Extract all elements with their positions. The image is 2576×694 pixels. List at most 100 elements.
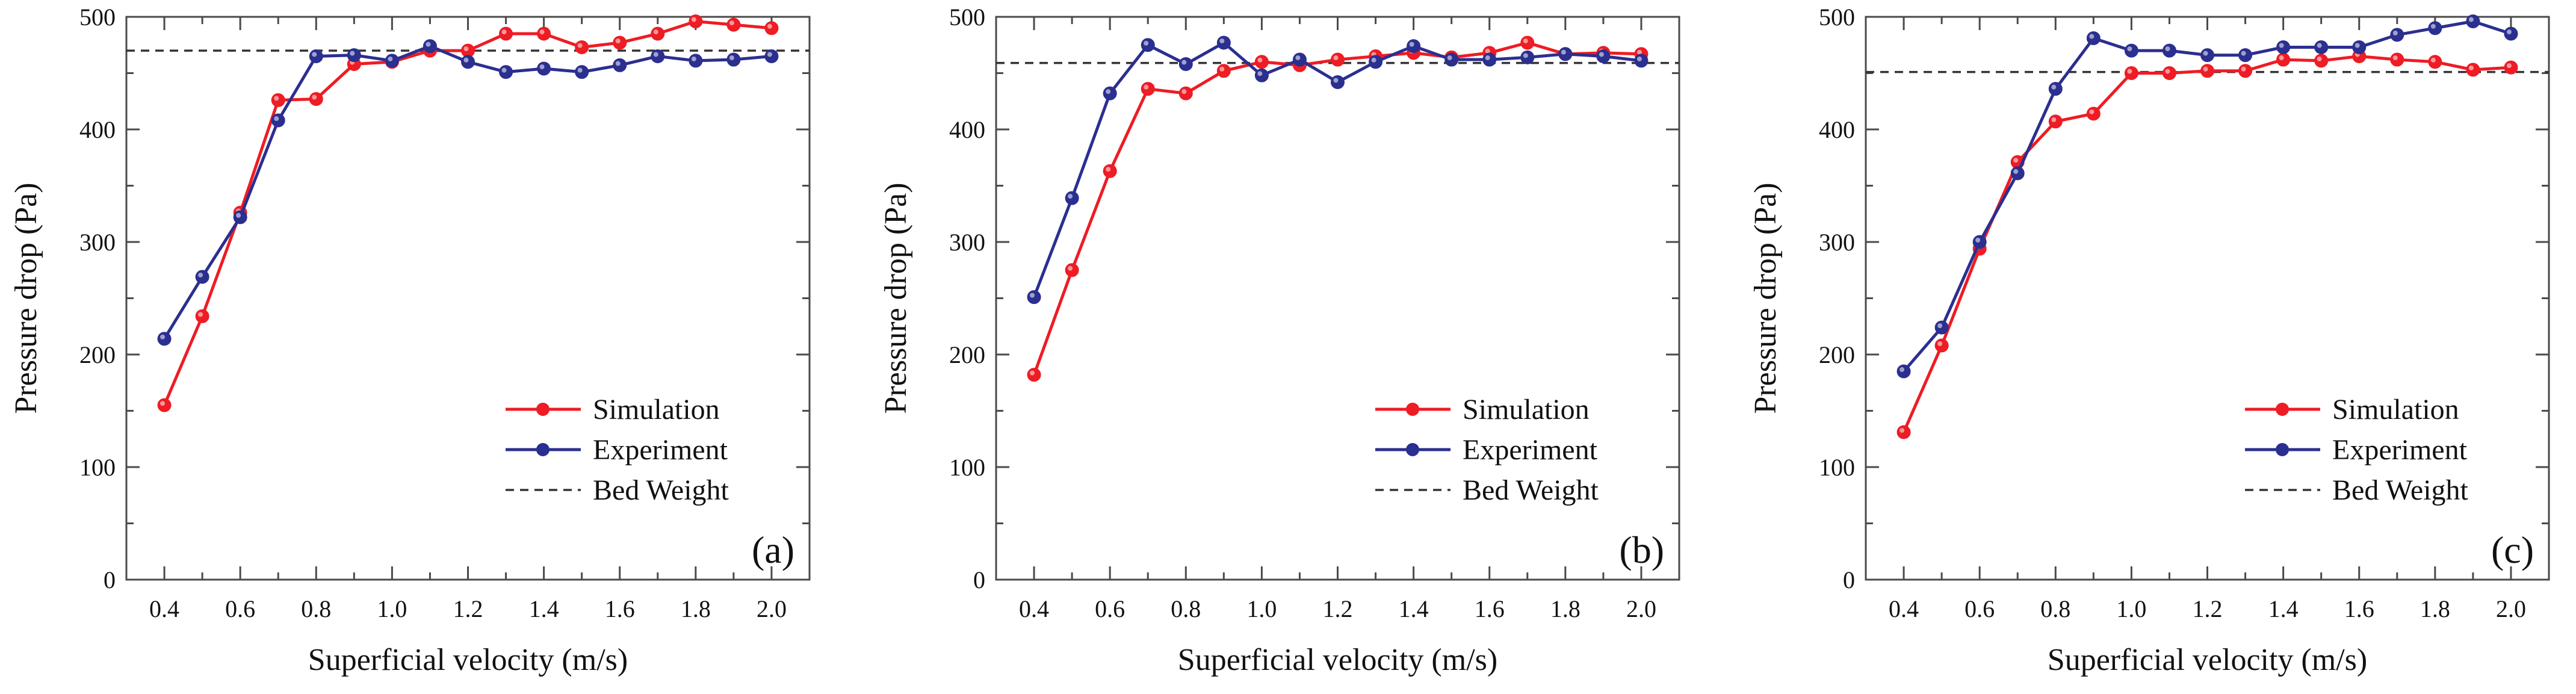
x-tick-label: 1.4 <box>1399 595 1429 622</box>
simulation-point <box>195 309 209 323</box>
simulation-point <box>2504 60 2518 75</box>
experiment-point-highlight <box>729 55 734 61</box>
panel-label: (b) <box>1619 528 1664 571</box>
simulation-point-highlight <box>2506 63 2512 69</box>
legend-label: Simulation <box>593 394 720 426</box>
experiment-point <box>1596 49 1611 63</box>
experiment-point-highlight <box>1599 52 1604 57</box>
experiment-point-highlight <box>2355 43 2360 48</box>
simulation-point-highlight <box>2430 57 2436 63</box>
experiment-point <box>1482 52 1497 67</box>
simulation-point-highlight <box>2013 158 2019 163</box>
simulation-point-highlight <box>160 401 166 406</box>
x-tick-label: 2.0 <box>2496 595 2526 622</box>
simulation-point-highlight <box>691 17 696 22</box>
experiment-point-highlight <box>2089 34 2095 39</box>
experiment-point <box>2124 43 2138 58</box>
y-tick-label: 200 <box>949 341 985 368</box>
x-tick-label: 1.2 <box>453 595 483 622</box>
experiment-point <box>2390 28 2404 42</box>
x-tick-label: 1.2 <box>2193 595 2223 622</box>
simulation-point-highlight <box>1106 167 1111 172</box>
experiment-point <box>726 52 741 67</box>
experiment-point <box>1178 57 1193 72</box>
x-tick-label: 0.8 <box>2040 595 2070 622</box>
simulation-point <box>575 40 589 54</box>
experiment-point <box>347 48 361 63</box>
x-tick-label: 1.6 <box>605 595 635 622</box>
experiment-point-highlight <box>1257 71 1263 76</box>
experiment-point <box>385 54 399 68</box>
simulation-point-highlight <box>1636 49 1642 55</box>
experiment-point <box>2086 31 2101 46</box>
simulation-point <box>1520 36 1535 50</box>
experiment-point-highlight <box>539 64 545 70</box>
simulation-point <box>613 36 627 50</box>
simulation-point <box>1934 338 1949 353</box>
simulation-point-highlight <box>2241 66 2246 72</box>
y-tick-label: 0 <box>973 566 985 593</box>
experiment-point-highlight <box>2241 51 2246 56</box>
experiment-point-highlight <box>1181 60 1187 65</box>
y-tick-label: 100 <box>949 454 985 481</box>
experiment-point <box>2428 21 2442 36</box>
experiment-point-highlight <box>236 212 241 218</box>
experiment-point-highlight <box>198 272 203 277</box>
x-axis-title: Superficial velocity (m/s) <box>2048 643 2367 677</box>
simulation-line <box>163 19 773 407</box>
experiment-point <box>2162 43 2176 58</box>
simulation-point-highlight <box>1030 370 1035 376</box>
experiment-point <box>689 54 703 68</box>
experiment-point-highlight <box>1447 55 1452 61</box>
experiment-point <box>1558 47 1573 61</box>
experiment-point-highlight <box>1295 55 1301 61</box>
experiment-point-highlight <box>2392 30 2398 36</box>
experiment-point-highlight <box>388 56 393 61</box>
simulation-point-highlight <box>1144 84 1149 90</box>
simulation-point <box>2238 64 2253 78</box>
experiment-point <box>2238 48 2253 63</box>
experiment-point <box>764 49 779 63</box>
legend-label: Bed Weight <box>593 474 729 506</box>
experiment-point <box>2010 166 2025 181</box>
simulation-point-highlight <box>2317 56 2322 61</box>
simulation-point-highlight <box>274 96 279 101</box>
y-axis-title: Pressure drop (Pa) <box>1748 182 1783 414</box>
y-tick-label: 200 <box>1819 341 1855 368</box>
simulation-point <box>2428 55 2442 69</box>
experiment-point-highlight <box>2317 43 2322 48</box>
experiment-point <box>613 58 627 72</box>
experiment-point <box>1369 55 1383 69</box>
x-tick-label: 0.4 <box>149 595 179 622</box>
experiment-point-highlight <box>1485 55 1490 61</box>
x-tick-label: 1.8 <box>2420 595 2450 622</box>
y-tick-label: 500 <box>79 4 116 31</box>
simulation-point <box>2124 66 2138 80</box>
experiment-point <box>499 65 513 79</box>
simulation-point <box>2314 54 2329 68</box>
experiment-point-highlight <box>463 57 469 63</box>
experiment-point <box>461 55 475 69</box>
simulation-point <box>1254 55 1269 69</box>
simulation-point <box>499 26 513 41</box>
simulation-point-highlight <box>2127 69 2132 74</box>
simulation-point-highlight <box>767 23 772 29</box>
x-tick-label: 1.6 <box>1475 595 1505 622</box>
simulation-point-highlight <box>2203 66 2208 72</box>
simulation-point-highlight <box>729 20 734 26</box>
x-tick-label: 2.0 <box>1626 595 1656 622</box>
simulation-point <box>2466 63 2480 77</box>
experiment-point-highlight <box>2279 43 2284 48</box>
simulation-point <box>1178 86 1193 101</box>
experiment-point-highlight <box>1975 238 1981 243</box>
experiment-point <box>1027 290 1041 305</box>
x-tick-label: 1.4 <box>2268 595 2299 622</box>
legend-label: Bed Weight <box>2332 474 2469 506</box>
y-tick-label: 0 <box>1843 566 1855 593</box>
simulation-point-highlight <box>198 312 203 317</box>
simulation-point <box>2048 114 2063 129</box>
panel-label: (c) <box>2491 528 2534 571</box>
experiment-point <box>2048 82 2063 96</box>
experiment-point <box>1216 36 1231 50</box>
x-tick-label: 1.0 <box>377 595 407 622</box>
